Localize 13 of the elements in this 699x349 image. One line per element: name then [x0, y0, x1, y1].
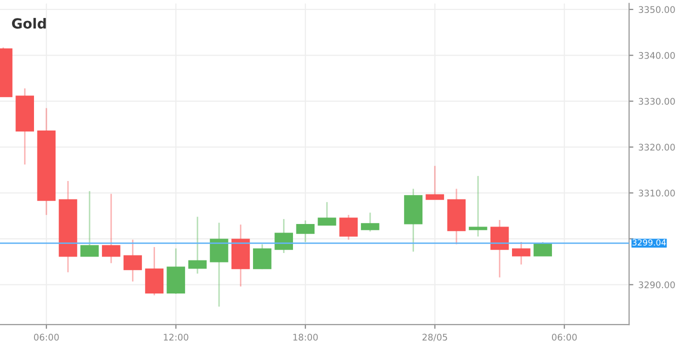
text: Gold: [12, 18, 46, 29]
y-tick-label: 3290.00: [638, 281, 675, 288]
y-tick-label: 3330.00: [638, 98, 675, 105]
ref-line-label: 3299.04: [632, 239, 666, 246]
y-tick-label: 3340.00: [638, 52, 675, 59]
x-tick-label: 28/05: [422, 334, 448, 342]
x-tick-label: 06:00: [34, 334, 59, 341]
y-tick-label: 3320.00: [638, 144, 675, 151]
x-tick-label: 18:00: [293, 334, 318, 341]
y-tick-label: 3310.00: [638, 190, 675, 196]
y-tick-label: 3350.00: [638, 6, 675, 14]
x-tick-label: 06:00: [552, 334, 577, 341]
x-tick-label: 12:00: [164, 334, 188, 341]
